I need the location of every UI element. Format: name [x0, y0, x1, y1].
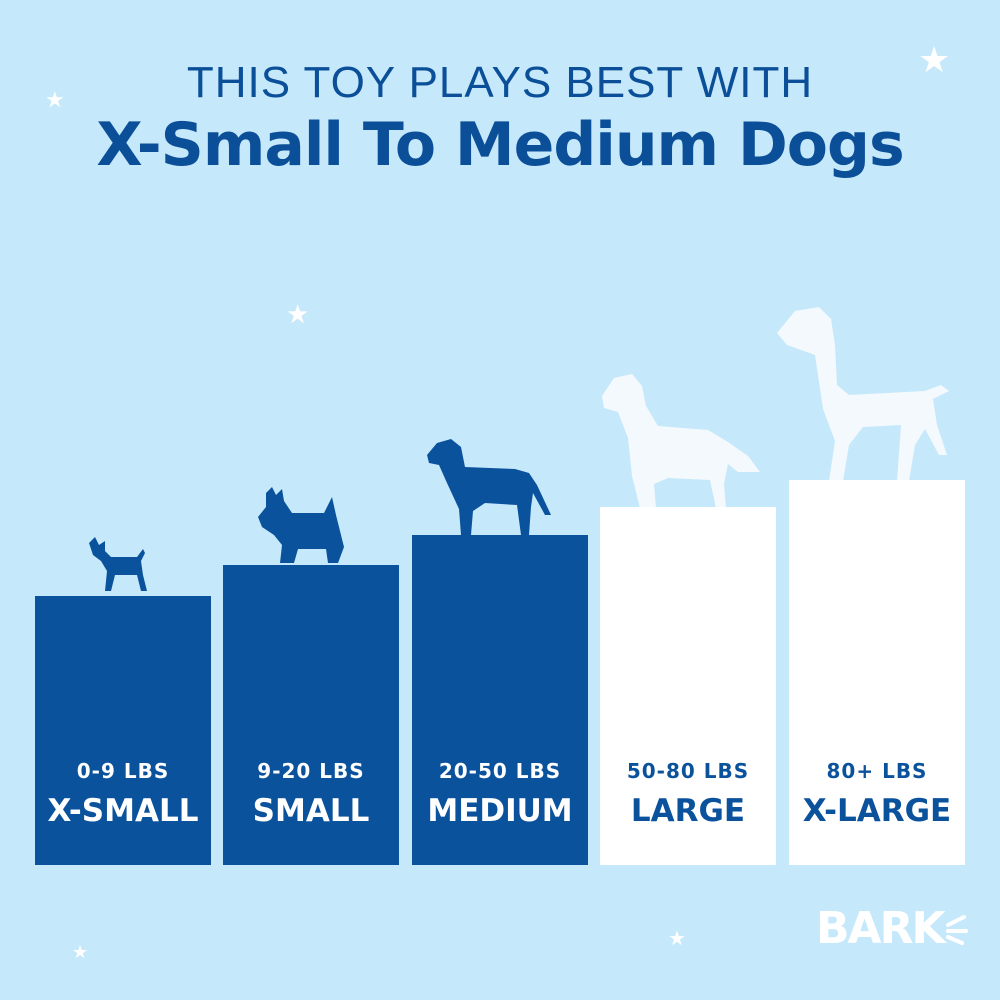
size-bar-large: 50-80 LBS LARGE: [600, 507, 776, 865]
bark-logo: BARK: [816, 903, 970, 954]
headline-line2: X-Small To Medium Dogs: [96, 110, 904, 180]
star-icon: ★: [286, 300, 310, 330]
star-icon: ★: [45, 88, 65, 113]
labrador-silhouette-icon: [427, 439, 551, 535]
size-bar-xsmall: 0-9 LBS X-SMALL: [35, 596, 211, 865]
weight-range: 9-20 LBS: [257, 759, 365, 783]
weight-range: 0-9 LBS: [76, 759, 170, 783]
weight-range: 50-80 LBS: [626, 759, 750, 783]
great-dane-silhouette-icon: [777, 307, 949, 481]
size-bar-xlarge: 80+ LBS X-LARGE: [789, 480, 965, 865]
headline-line1: THIS TOY PLAYS BEST WITH: [186, 58, 814, 107]
size-label: SMALL: [252, 793, 370, 829]
bark-lines-icon: [945, 915, 968, 945]
size-label: MEDIUM: [427, 793, 573, 829]
chihuahua-silhouette-icon: [89, 537, 147, 591]
size-label: X-SMALL: [47, 793, 199, 829]
size-bar-small: 9-20 LBS SMALL: [223, 565, 399, 865]
star-icon: ★: [918, 40, 951, 81]
star-icon: ★: [668, 926, 686, 950]
size-label: LARGE: [630, 793, 746, 829]
size-label: X-LARGE: [802, 793, 952, 829]
weight-range: 80+ LBS: [826, 759, 928, 783]
weight-range: 20-50 LBS: [438, 759, 562, 783]
star-icon: ★: [72, 942, 89, 963]
golden-retriever-silhouette-icon: [602, 374, 760, 508]
size-bar-medium: 20-50 LBS MEDIUM: [412, 535, 588, 865]
scottie-silhouette-icon: [258, 487, 344, 563]
